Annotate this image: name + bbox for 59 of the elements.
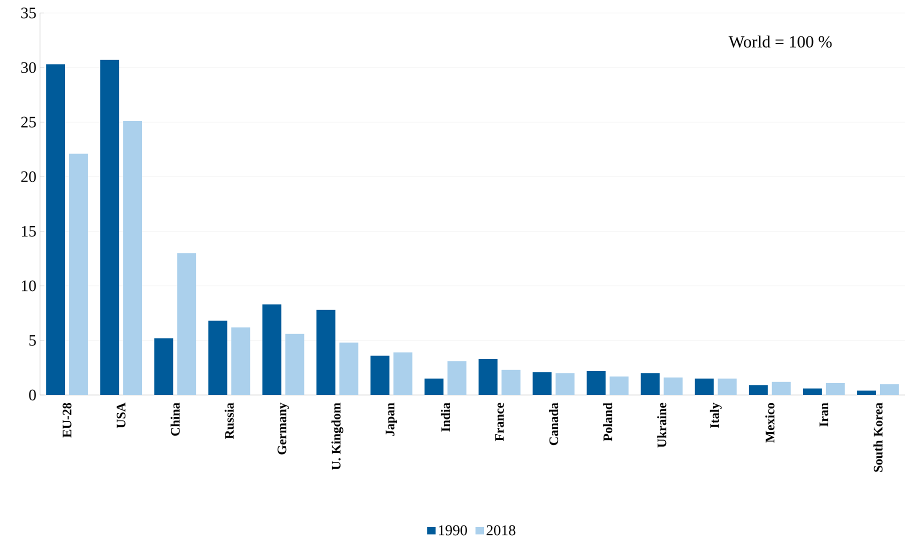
bar [610, 376, 629, 395]
y-tick-label: 10 [22, 280, 36, 292]
bar [285, 334, 304, 395]
bar [586, 370, 606, 395]
bar [316, 310, 336, 395]
y-tick-label: 20 [21, 171, 36, 182]
x-tick-label: Italy [710, 402, 722, 428]
bar [880, 384, 899, 395]
bar [46, 64, 66, 395]
bar [177, 253, 196, 395]
bar [447, 361, 466, 395]
bar [231, 327, 250, 395]
bar [748, 385, 768, 395]
x-tick-label: Russia [224, 402, 234, 440]
bar [640, 373, 660, 395]
bar [802, 388, 822, 395]
bar [826, 382, 845, 395]
x-tick-label: EU-28 [62, 402, 72, 438]
bar [208, 320, 228, 395]
x-tick-label: India [440, 402, 450, 432]
bar [718, 378, 737, 395]
annotation: World = 100 % [728, 36, 832, 48]
bar [502, 370, 520, 395]
bar [664, 378, 683, 395]
bar [123, 121, 142, 395]
bar [154, 338, 174, 395]
bar [262, 304, 282, 395]
bar [478, 358, 498, 395]
bar [857, 390, 876, 395]
bar [339, 342, 358, 395]
bar [393, 352, 412, 395]
legend-label: 1990 [438, 525, 467, 536]
legend-label: 2018 [486, 525, 516, 536]
bar [532, 372, 552, 395]
y-tick-label: 15 [22, 226, 36, 237]
x-tick-label: Germany [278, 402, 289, 454]
bar [100, 60, 120, 395]
y-tick-label: 30 [21, 62, 36, 73]
x-tick-label: Japan [386, 402, 398, 436]
x-tick-label: Canada [549, 402, 558, 446]
x-tick-label: USA [116, 402, 126, 428]
y-tick-label: 25 [21, 116, 36, 128]
x-tick-label: Mexico [765, 403, 774, 443]
bar [694, 378, 714, 395]
bar [556, 373, 575, 395]
y-tick-label: 35 [21, 8, 36, 18]
x-tick-label: U. Kingdom [331, 402, 344, 470]
bar [772, 382, 791, 395]
bar [69, 154, 88, 395]
y-tick-label: 0 [29, 390, 36, 400]
x-tick-label: Iran [820, 402, 828, 427]
y-tick-label: 5 [29, 335, 36, 346]
x-tick-label: Poland [603, 402, 612, 442]
x-tick-label: China [170, 402, 180, 436]
x-tick-label: France [495, 402, 504, 442]
bar [370, 356, 390, 395]
bar [424, 378, 444, 395]
x-tick-label: Ukraine [657, 402, 666, 448]
x-tick-label: South Korea [873, 402, 883, 472]
